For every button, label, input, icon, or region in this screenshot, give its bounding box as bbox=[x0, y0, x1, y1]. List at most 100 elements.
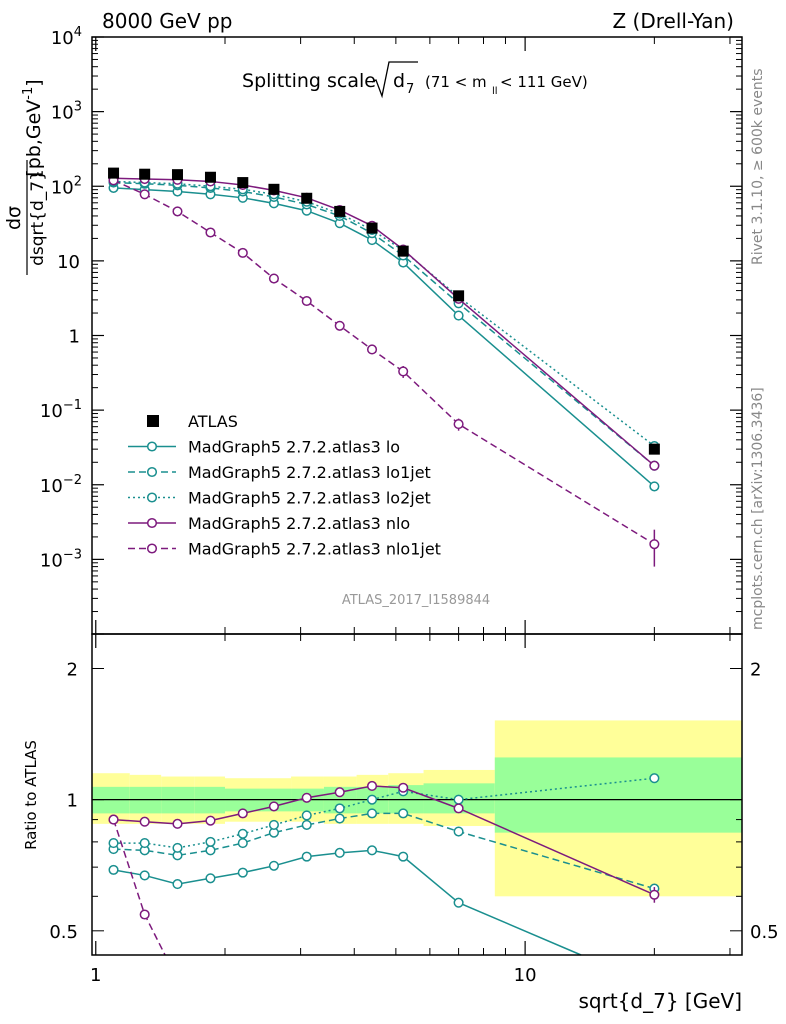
data-point bbox=[453, 310, 464, 321]
data-point bbox=[649, 460, 660, 471]
main-y-axis-label: dσ dsqrt{d_7} [pb,GeV-1] bbox=[3, 79, 48, 275]
data-point bbox=[334, 813, 345, 824]
atlas-data-point bbox=[108, 167, 120, 179]
y-tick-base: 10 bbox=[51, 103, 74, 124]
y-tick-label: 10−2 bbox=[40, 473, 82, 497]
atlas-data-point bbox=[268, 183, 280, 195]
data-point bbox=[172, 818, 183, 829]
data-point bbox=[366, 794, 378, 805]
y-tick-label: 10−1 bbox=[40, 398, 82, 422]
legend-atlas-marker bbox=[147, 415, 159, 427]
series-line bbox=[113, 777, 655, 849]
atlas-data-point bbox=[397, 245, 409, 257]
plot-title-symbol-sub: 7 bbox=[406, 82, 414, 97]
data-point bbox=[334, 787, 345, 798]
ylabel-numerator: dσ bbox=[3, 206, 25, 230]
plot-title-cut-suffix: < 111 GeV) bbox=[500, 73, 588, 91]
plot-title-cut-sub: ll bbox=[492, 86, 498, 97]
y-tick-base: 10 bbox=[51, 177, 74, 198]
y-tick-exp: −2 bbox=[63, 473, 82, 488]
series-line bbox=[112, 819, 166, 956]
data-point bbox=[268, 801, 279, 812]
data-point bbox=[139, 816, 150, 827]
y-tick-label: 1 bbox=[69, 327, 80, 348]
data-point bbox=[237, 867, 248, 878]
series-line bbox=[113, 849, 582, 956]
data-point bbox=[139, 870, 150, 881]
legend-label: MadGraph5 2.7.2.atlas3 lo1jet bbox=[188, 463, 431, 482]
plot-title-cut: (71 < m bbox=[425, 73, 487, 91]
legend-label: MadGraph5 2.7.2.atlas3 nlo1jet bbox=[188, 540, 441, 559]
data-point bbox=[366, 845, 378, 856]
x-tick-label: 10 bbox=[514, 965, 537, 986]
series-ratio-0 bbox=[108, 845, 582, 956]
data-point bbox=[301, 295, 312, 307]
series-line bbox=[113, 187, 655, 487]
data-point bbox=[301, 792, 312, 803]
atlas-data-point bbox=[204, 171, 216, 183]
y-tick-exp: 3 bbox=[74, 100, 82, 115]
atlas-data-point bbox=[366, 222, 378, 234]
y-tick-label: 10 bbox=[57, 252, 80, 273]
legend-label: ATLAS bbox=[188, 412, 238, 431]
legend-marker bbox=[146, 466, 158, 478]
data-point bbox=[205, 845, 216, 856]
ratio-panel-frame bbox=[91, 633, 743, 956]
data-point bbox=[398, 851, 409, 862]
legend-marker bbox=[146, 543, 158, 554]
data-point bbox=[649, 539, 660, 550]
y-tick-label: 102 bbox=[51, 174, 82, 198]
band-green bbox=[494, 757, 742, 833]
data-point bbox=[649, 889, 660, 900]
main-panel-series bbox=[108, 167, 660, 567]
y-tick-exp: 4 bbox=[74, 25, 82, 40]
y-tick-base: 10 bbox=[40, 401, 63, 422]
data-point bbox=[237, 808, 248, 819]
data-point bbox=[453, 803, 464, 814]
atlas-data-point bbox=[453, 290, 465, 302]
legend-marker bbox=[146, 517, 158, 529]
ratio-y-tick-label: 1 bbox=[67, 791, 78, 812]
series-ratio-3 bbox=[108, 780, 660, 903]
data-point bbox=[649, 481, 660, 492]
series-ratio-2 bbox=[108, 773, 660, 853]
data-point bbox=[139, 189, 150, 200]
data-point bbox=[301, 810, 312, 821]
data-point bbox=[366, 808, 378, 819]
ylabel-unit-close: ] bbox=[23, 79, 45, 86]
data-point bbox=[453, 897, 464, 908]
atlas-data-point bbox=[334, 205, 346, 217]
data-point bbox=[334, 847, 345, 858]
series-line bbox=[113, 812, 655, 890]
series-ratio-4 bbox=[108, 814, 166, 956]
y-tick-exp: −1 bbox=[63, 398, 82, 413]
plot-title-symbol: d bbox=[393, 70, 405, 92]
data-point bbox=[172, 206, 183, 217]
plot-title-main: Splitting scale bbox=[242, 70, 376, 92]
data-point bbox=[453, 419, 464, 430]
data-point bbox=[237, 247, 248, 258]
data-point bbox=[172, 842, 183, 853]
data-point bbox=[237, 838, 248, 849]
data-point bbox=[139, 838, 150, 849]
y-tick-base: 1 bbox=[69, 327, 80, 348]
legend-label: MadGraph5 2.7.2.atlas3 nlo bbox=[188, 514, 410, 533]
ratio-panel-ticks: 2 2 1 0.5 0.5 1 10 bbox=[49, 634, 779, 986]
data-point bbox=[398, 808, 409, 819]
legend-marker bbox=[146, 441, 158, 452]
series-line bbox=[113, 180, 655, 447]
legend-label: MadGraph5 2.7.2.atlas3 lo2jet bbox=[188, 489, 431, 508]
y-tick-label: 104 bbox=[51, 25, 82, 49]
data-point bbox=[301, 819, 312, 830]
data-point bbox=[139, 909, 150, 920]
data-point bbox=[108, 864, 119, 875]
ratio-y-axis-label: Ratio to ATLAS bbox=[22, 740, 40, 850]
header-left: 8000 GeV pp bbox=[102, 9, 233, 33]
data-point bbox=[172, 879, 183, 890]
data-point bbox=[205, 227, 216, 238]
ratio-y-tick-label-right: 0.5 bbox=[750, 922, 779, 943]
atlas-data-point bbox=[139, 168, 151, 180]
data-point bbox=[268, 273, 279, 284]
series-ratio-1 bbox=[108, 808, 660, 894]
